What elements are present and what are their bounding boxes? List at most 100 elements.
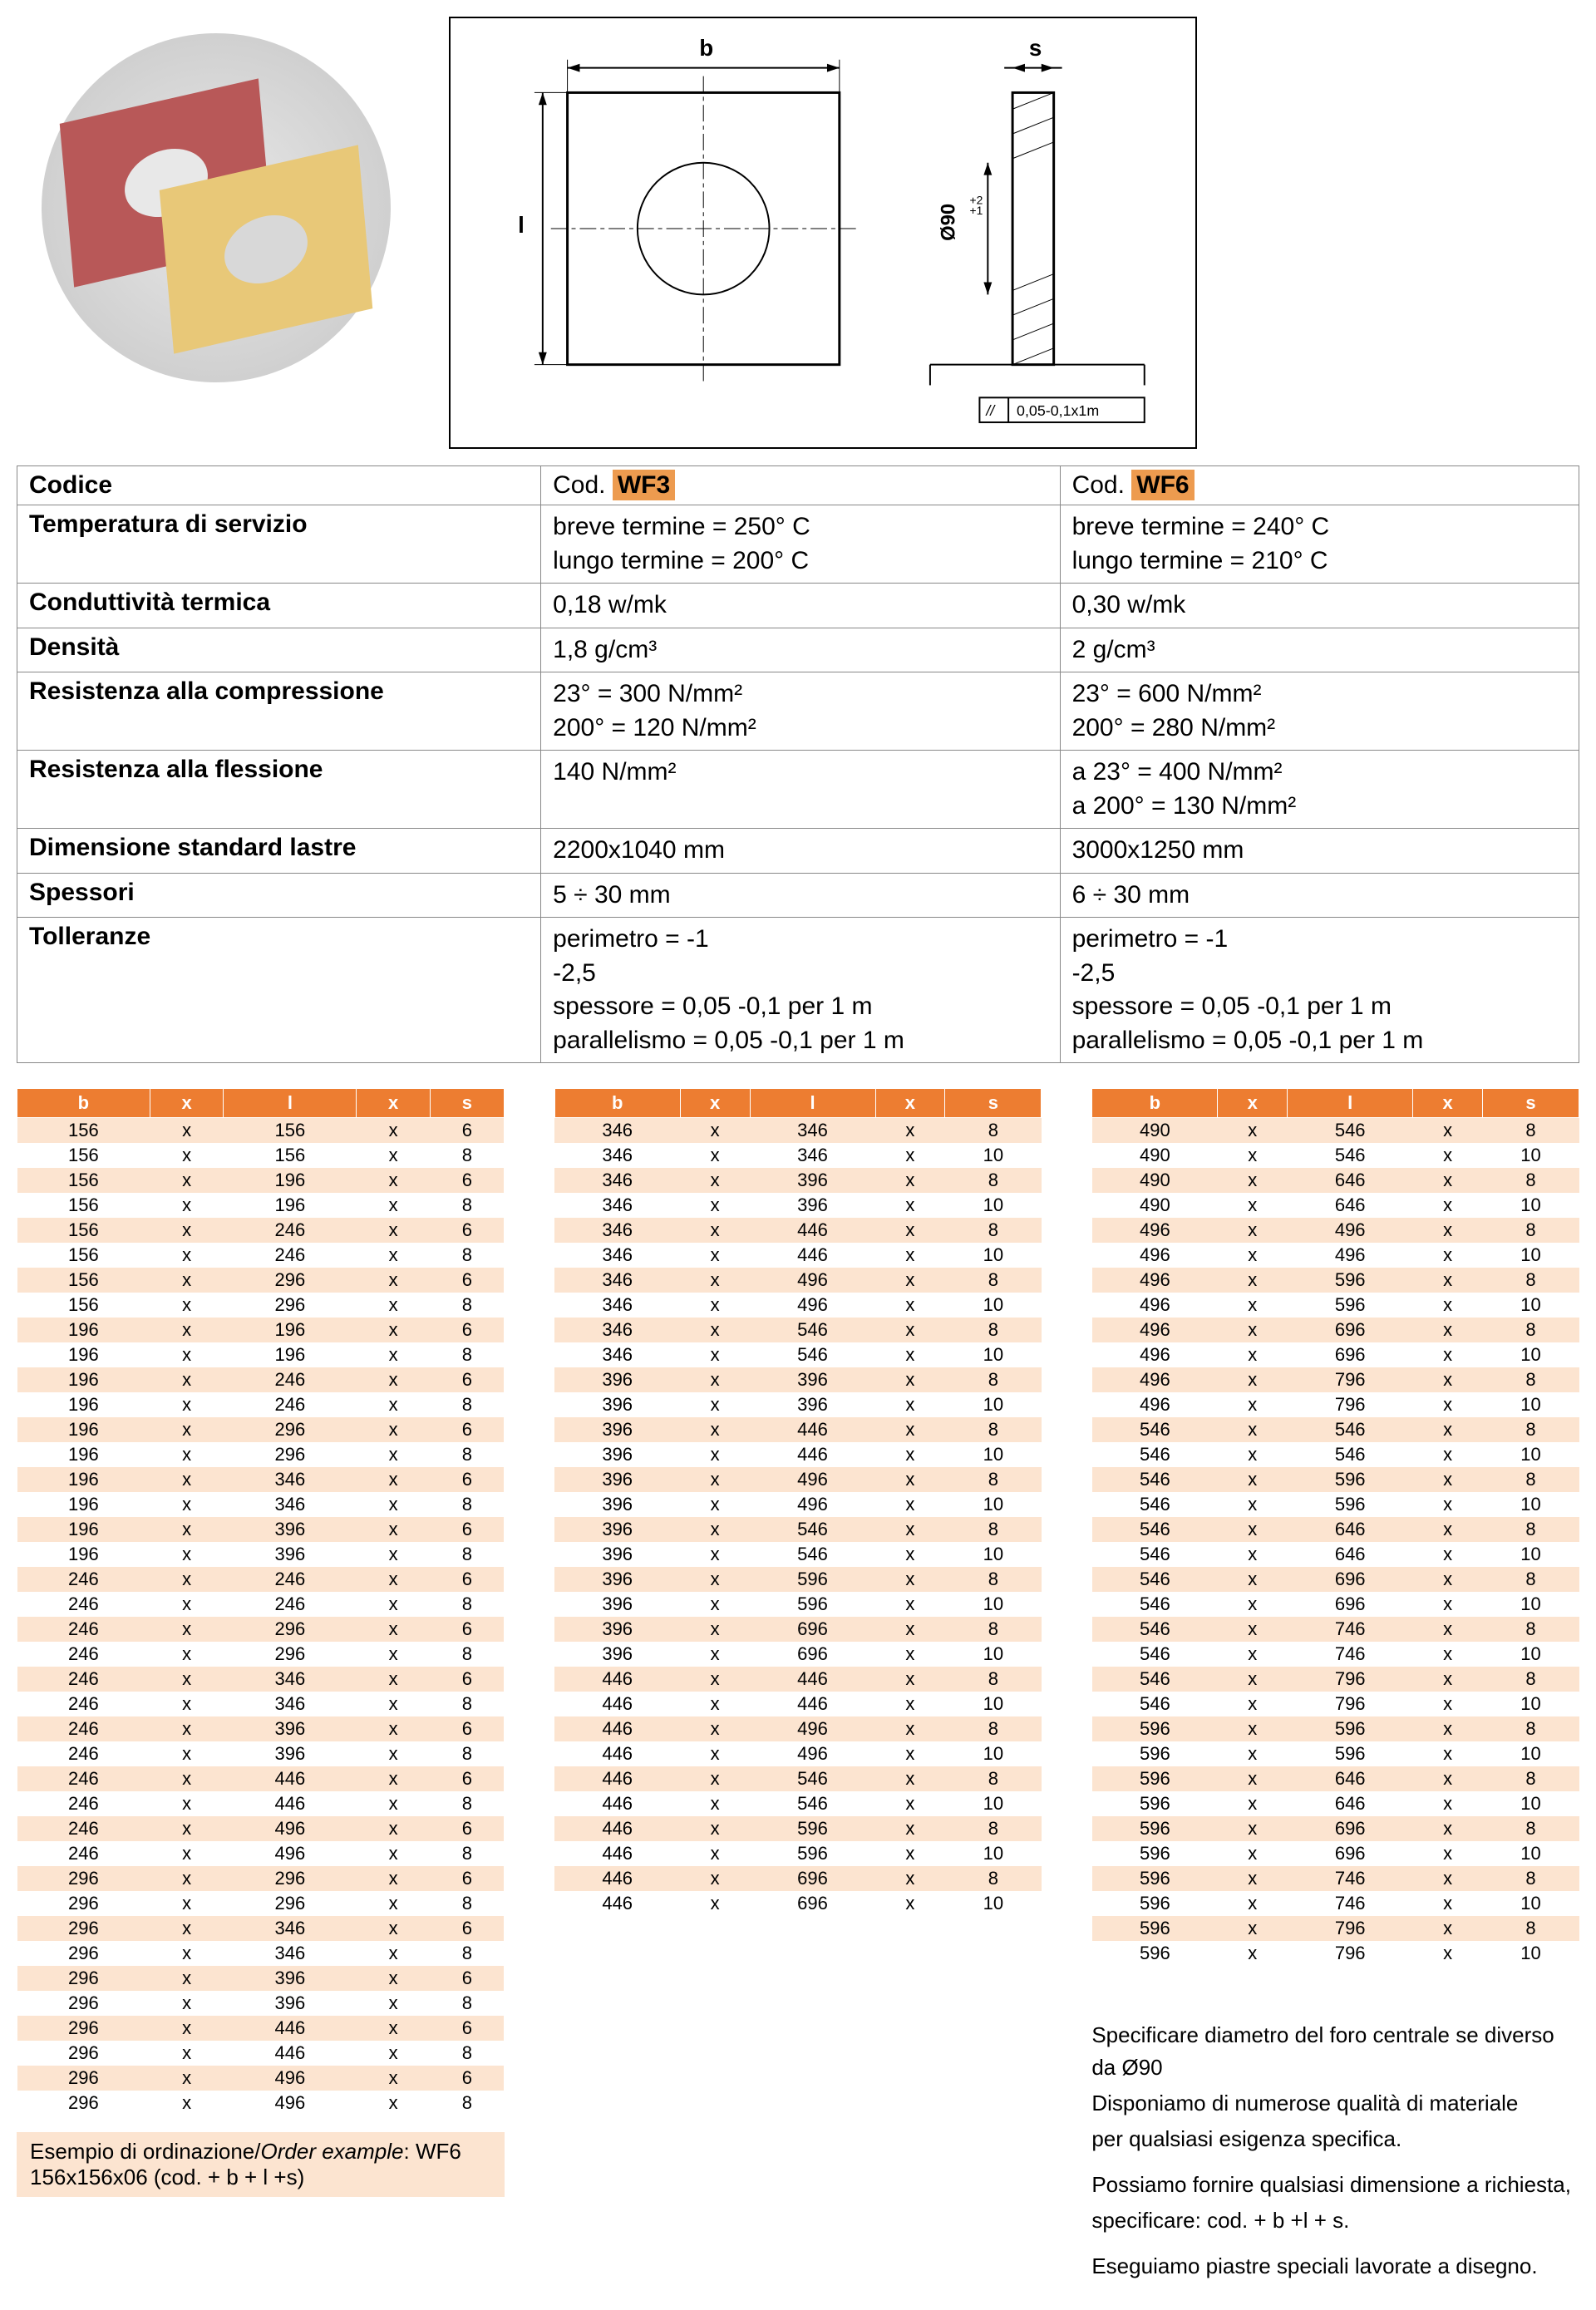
- dim-cell: 8: [430, 1941, 504, 1966]
- dim-label-l: l: [518, 212, 525, 238]
- dim-cell: 8: [430, 1243, 504, 1268]
- dim-cell: x: [357, 2041, 431, 2066]
- dim-row: 246x296x6: [17, 1617, 505, 1642]
- spec-row: Temperatura di serviziobreve termine = 2…: [17, 505, 1579, 584]
- spec-wf3-value: 140 N/mm²: [541, 751, 1060, 829]
- dim-cell: 196: [17, 1542, 150, 1567]
- dim-cell: 6: [430, 1966, 504, 1991]
- dim-cell: x: [1218, 1741, 1288, 1766]
- dim-row: 346x396x8: [554, 1168, 1042, 1193]
- dim-row: 296x346x8: [17, 1941, 505, 1966]
- dim-cell: 10: [1483, 1542, 1579, 1567]
- dim-cell: 156: [17, 1293, 150, 1318]
- dim-cell: x: [1218, 1692, 1288, 1716]
- dim-row: 156x196x6: [17, 1168, 505, 1193]
- dim-cell: 296: [224, 1866, 357, 1891]
- dim-cell: 10: [945, 1143, 1042, 1168]
- dim-cell: 496: [1092, 1392, 1218, 1417]
- dim-cell: 546: [1092, 1617, 1218, 1642]
- dim-row: 246x346x8: [17, 1692, 505, 1716]
- dim-cell: 696: [750, 1866, 875, 1891]
- dim-row: 156x296x8: [17, 1293, 505, 1318]
- dim-cell: x: [1413, 1592, 1483, 1617]
- note-p1: Specificare diametro del foro centrale s…: [1091, 2019, 1579, 2084]
- dim-cell: 696: [1288, 1318, 1413, 1342]
- spec-wf3-value: 5 ÷ 30 mm: [541, 873, 1060, 918]
- dim-cell: 8: [945, 1567, 1042, 1592]
- dim-cell: x: [875, 1866, 945, 1891]
- spec-wf3-value: 23° = 300 N/mm² 200° = 120 N/mm²: [541, 672, 1060, 751]
- dim-cell: x: [1218, 1941, 1288, 1966]
- spec-row: Tolleranzeperimetro = -1 -2,5 spessore =…: [17, 918, 1579, 1063]
- dim-row: 546x746x8: [1092, 1617, 1579, 1642]
- dim-cell: 646: [1288, 1168, 1413, 1193]
- dim-cell: 10: [945, 1692, 1042, 1716]
- dim-cell: x: [1218, 1592, 1288, 1617]
- dim-cell: x: [150, 1168, 224, 1193]
- dim-cell: 6: [430, 1218, 504, 1243]
- dim-cell: 546: [750, 1517, 875, 1542]
- technical-drawing: b l s: [449, 17, 1197, 449]
- dim-cell: x: [1218, 1367, 1288, 1392]
- dim-header: s: [430, 1089, 504, 1118]
- note-p4: Possiamo fornire qualsiasi dimensione a …: [1091, 2169, 1579, 2201]
- dim-row: 396x496x8: [554, 1467, 1042, 1492]
- dim-cell: 296: [224, 1642, 357, 1667]
- dim-cell: x: [150, 1342, 224, 1367]
- dim-cell: x: [357, 1268, 431, 1293]
- dim-cell: 156: [17, 1193, 150, 1218]
- dim-row: 596x696x10: [1092, 1841, 1579, 1866]
- dim-row: 246x396x8: [17, 1741, 505, 1766]
- dim-row: 546x746x10: [1092, 1642, 1579, 1667]
- dim-cell: x: [357, 1392, 431, 1417]
- dim-cell: x: [150, 1567, 224, 1592]
- dim-cell: 796: [1288, 1941, 1413, 1966]
- dim-cell: x: [680, 1243, 750, 1268]
- dim-row: 446x446x8: [554, 1667, 1042, 1692]
- dim-cell: x: [680, 1866, 750, 1891]
- dim-header-row: bxlxs: [17, 1089, 505, 1118]
- dim-cell: x: [1413, 1841, 1483, 1866]
- dim-cell: x: [150, 1143, 224, 1168]
- dim-cell: 8: [945, 1816, 1042, 1841]
- dim-row: 296x396x8: [17, 1991, 505, 2016]
- dim-cell: x: [1413, 1567, 1483, 1592]
- dim-cell: x: [150, 1492, 224, 1517]
- dim-cell: 10: [945, 1741, 1042, 1766]
- dim-cell: 246: [17, 1816, 150, 1841]
- dim-cell: 596: [1288, 1467, 1413, 1492]
- dim-cell: x: [357, 1118, 431, 1144]
- dim-cell: 346: [224, 1916, 357, 1941]
- dim-cell: 196: [17, 1367, 150, 1392]
- dim-cell: x: [1218, 1667, 1288, 1692]
- dim-cell: 296: [17, 1966, 150, 1991]
- dim-cell: 6: [430, 2066, 504, 2091]
- dim-cell: 496: [1092, 1318, 1218, 1342]
- dim-row: 496x596x10: [1092, 1293, 1579, 1318]
- dim-cell: x: [680, 1143, 750, 1168]
- dim-row: 490x646x8: [1092, 1168, 1579, 1193]
- dim-row: 346x446x8: [554, 1218, 1042, 1243]
- dim-cell: x: [150, 1592, 224, 1617]
- dim-cell: x: [150, 1841, 224, 1866]
- dim-cell: 446: [554, 1766, 680, 1791]
- dim-row: 546x646x10: [1092, 1542, 1579, 1567]
- dim-cell: 6: [430, 1417, 504, 1442]
- dim-row: 156x296x6: [17, 1268, 505, 1293]
- dim-cell: 446: [554, 1891, 680, 1916]
- dim-cell: x: [875, 1193, 945, 1218]
- spec-wf6-value: 23° = 600 N/mm² 200° = 280 N/mm²: [1060, 672, 1579, 751]
- dim-row: 496x796x10: [1092, 1392, 1579, 1417]
- order-example-label-it: Esempio di ordinazione: [30, 2139, 254, 2164]
- dim-cell: x: [680, 1766, 750, 1791]
- dim-cell: 8: [945, 1716, 1042, 1741]
- dim-row: 346x346x10: [554, 1143, 1042, 1168]
- dim-row: 496x596x8: [1092, 1268, 1579, 1293]
- dim-cell: 10: [945, 1841, 1042, 1866]
- dim-cell: 10: [1483, 1841, 1579, 1866]
- dim-cell: 10: [945, 1791, 1042, 1816]
- dim-cell: 596: [1288, 1741, 1413, 1766]
- note-p2: Disponiamo di numerose qualità di materi…: [1091, 2087, 1579, 2120]
- dim-label-s: s: [1029, 35, 1042, 61]
- dim-cell: 296: [224, 1891, 357, 1916]
